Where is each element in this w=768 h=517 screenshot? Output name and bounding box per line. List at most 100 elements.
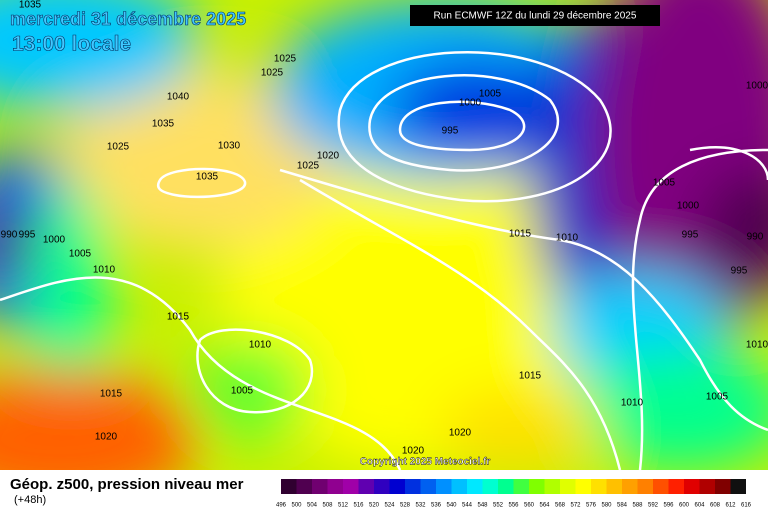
legend-swatch [296, 479, 312, 494]
legend-label: 576 [586, 503, 597, 509]
legend-label: 596 [663, 503, 674, 509]
legend-label: 604 [694, 503, 705, 509]
legend-swatch [389, 479, 405, 494]
legend-swatch [606, 479, 622, 494]
isobar-label: 1030 [218, 141, 241, 152]
isobar-label: 995 [731, 266, 748, 277]
legend-label: 600 [679, 503, 690, 509]
legend-swatch [358, 479, 374, 494]
legend-swatch [436, 479, 452, 494]
legend-label: 548 [477, 503, 488, 509]
legend-label: 592 [648, 503, 659, 509]
isobar-label: 995 [682, 230, 699, 241]
isobar-label: 1020 [449, 428, 472, 439]
legend-swatch [281, 479, 297, 494]
isobar-label: 995 [442, 126, 459, 137]
isobar [196, 328, 314, 414]
isobar-label: 1005 [706, 392, 729, 403]
legend-label: 572 [570, 503, 581, 509]
legend-label: 564 [539, 503, 550, 509]
legend-swatch [420, 479, 436, 494]
isobar-label: 995 [19, 230, 36, 241]
legend-label: 588 [632, 503, 643, 509]
legend-label: 556 [508, 503, 519, 509]
isobar-label: 1005 [653, 178, 676, 189]
isobar-label: 1035 [19, 0, 42, 11]
legend-label: 512 [338, 503, 349, 509]
legend-label: 528 [400, 503, 411, 509]
isobar-label: 1005 [69, 249, 92, 260]
legend-swatch [668, 479, 684, 494]
isobar [279, 168, 768, 432]
legend-swatch [451, 479, 467, 494]
isobar [631, 146, 768, 470]
isobar-label: 1025 [107, 142, 130, 153]
isobar-label: 1035 [196, 172, 219, 183]
isobar-label: 1000 [746, 81, 768, 92]
legend-label: 580 [601, 503, 612, 509]
legend-swatch [699, 479, 715, 494]
map-date: mercredi 31 décembre 2025 [10, 9, 246, 29]
legend-title: Géop. z500, pression niveau mer [10, 476, 244, 493]
legend-swatch [544, 479, 560, 494]
legend-label: 496 [276, 503, 287, 509]
isobar [299, 178, 622, 470]
legend-label: 608 [710, 503, 721, 509]
isobar-label: 1010 [249, 340, 272, 351]
legend-swatch [343, 479, 359, 494]
isobar-label: 1015 [509, 229, 532, 240]
legend-swatch [684, 479, 700, 494]
legend-label: 544 [462, 503, 473, 509]
legend-label: 508 [322, 503, 333, 509]
isobar-label: 1015 [100, 389, 123, 400]
legend-swatch [591, 479, 607, 494]
legend-label: 532 [415, 503, 426, 509]
isobar-label: 1000 [677, 201, 700, 212]
legend-swatch [653, 479, 669, 494]
legend-swatch [482, 479, 498, 494]
run-info: Run ECMWF 12Z du lundi 29 décembre 2025 [434, 11, 637, 22]
isobar [337, 51, 612, 203]
isobar-label: 1040 [167, 92, 190, 103]
legend-label: 540 [446, 503, 457, 509]
legend-swatch [513, 479, 529, 494]
legend-swatch [560, 479, 576, 494]
isobar-label: 990 [747, 232, 764, 243]
legend-label: 616 [741, 503, 752, 509]
copyright: Copyright 2025 Meteociel.fr [360, 457, 491, 468]
isobar-label: 1025 [261, 68, 284, 79]
isobar-label: 1005 [479, 89, 502, 100]
isobar-label: 1020 [95, 432, 118, 443]
legend-swatch [715, 479, 731, 494]
isobar-label: 1015 [519, 371, 542, 382]
legend-label: 552 [493, 503, 504, 509]
isobar [156, 167, 247, 199]
legend-label: 560 [524, 503, 535, 509]
legend-label: 504 [307, 503, 318, 509]
legend-swatch [467, 479, 483, 494]
map-time: 13:00 locale [12, 33, 131, 56]
isobar [398, 100, 526, 152]
isobar-label: 1000 [459, 98, 482, 109]
isobar-label: 1010 [621, 398, 644, 409]
isobar-label: 1010 [93, 265, 116, 276]
legend-label: 524 [384, 503, 395, 509]
isobar [368, 74, 559, 172]
legend-swatch [312, 479, 328, 494]
isobar [0, 276, 402, 470]
legend-swatch [637, 479, 653, 494]
legend-label: 536 [431, 503, 442, 509]
legend-subtitle: (+48h) [14, 494, 46, 506]
isobar-label: 1010 [746, 340, 768, 351]
legend-label: 612 [725, 503, 736, 509]
isobar-label: 1020 [402, 446, 425, 457]
run-box [410, 5, 660, 26]
legend-label: 500 [291, 503, 302, 509]
isobar-label: 1005 [231, 386, 254, 397]
legend-label: 516 [353, 503, 364, 509]
legend-label: 520 [369, 503, 380, 509]
isobar-label: 1015 [167, 312, 190, 323]
legend-swatch [529, 479, 545, 494]
